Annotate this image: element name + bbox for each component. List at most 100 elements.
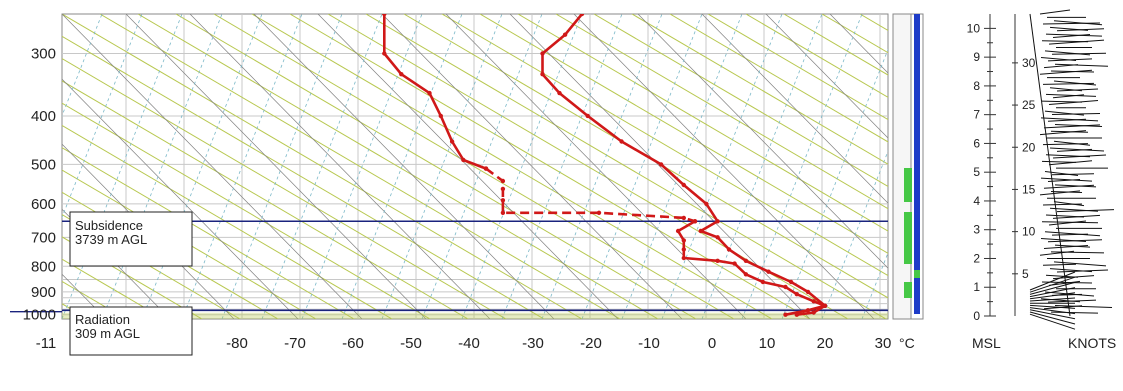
sounding-point xyxy=(822,303,828,308)
dry-adiabat xyxy=(555,14,888,210)
wind-barb xyxy=(1029,271,1076,291)
dry-adiabat xyxy=(99,14,621,319)
wind-barb xyxy=(1056,209,1115,213)
wind-barb xyxy=(1053,140,1091,146)
mixing-ratio-line xyxy=(62,14,183,319)
dry-adiabat xyxy=(62,258,165,319)
wind-barb xyxy=(1029,313,1076,330)
subsidence-label: Subsidence xyxy=(75,218,143,233)
sounding-point xyxy=(557,90,562,96)
sounding-point xyxy=(427,90,432,96)
skewed-isotherm xyxy=(125,14,427,319)
wind-barbs xyxy=(1029,9,1115,330)
humidity-column xyxy=(892,13,924,320)
sounding-point xyxy=(811,310,816,315)
mixing-ratio-line xyxy=(821,150,888,319)
inversion-layer xyxy=(10,220,888,313)
dry-adiabat xyxy=(62,191,279,319)
wind-barb xyxy=(1051,173,1095,176)
dry-adiabat xyxy=(137,14,659,319)
temperature-tick-label: -60 xyxy=(342,335,364,352)
mixing-ratio-line xyxy=(1102,14,1123,319)
mixing-ratio-line xyxy=(381,14,503,319)
blue-bar xyxy=(914,14,920,314)
sounding-point xyxy=(783,312,788,317)
wind-barb xyxy=(1039,190,1081,196)
dry-adiabat xyxy=(289,14,811,319)
sounding-point xyxy=(483,166,489,171)
wind-barb xyxy=(1047,299,1097,303)
temperature-tick-label: 10 xyxy=(759,335,776,352)
dry-adiabat xyxy=(974,14,1123,319)
dry-adiabat xyxy=(517,14,888,232)
wind-barb xyxy=(1054,304,1113,308)
dry-adiabat xyxy=(631,14,888,165)
pressure-tick-label: 300 xyxy=(31,46,56,63)
dry-adiabat xyxy=(62,147,355,319)
skewed-isotherm xyxy=(894,14,1123,319)
skewed-isotherm xyxy=(573,14,875,319)
skewed-isotherm xyxy=(189,14,491,319)
knots-label: KNOTS xyxy=(1068,335,1116,351)
mixing-ratio-line xyxy=(621,14,743,319)
wind-barb xyxy=(1041,160,1077,163)
skewed-isotherm xyxy=(445,14,747,319)
wind-barb xyxy=(1029,307,1076,315)
wind-profile: 5 10 15 20 25 30 KNOTS xyxy=(1012,9,1116,351)
sounding-point xyxy=(783,284,788,290)
sounding-point xyxy=(382,51,387,56)
wind-barb xyxy=(1045,33,1103,37)
sounding-point xyxy=(681,247,686,252)
wind-barb xyxy=(1048,99,1099,105)
dry-adiabat xyxy=(783,14,888,76)
wind-barb xyxy=(1039,130,1087,136)
mixing-ratio-line xyxy=(661,14,783,319)
wind-barb xyxy=(1051,113,1101,115)
wind-barb xyxy=(1047,179,1081,182)
wind-barb xyxy=(1042,82,1095,85)
green-bar-lower xyxy=(904,282,912,298)
subsidence-annotation: Subsidence 3739 m AGL xyxy=(69,211,193,267)
skewed-isotherm xyxy=(62,78,299,319)
sounding-point xyxy=(500,198,506,203)
wind-barb xyxy=(1040,177,1093,182)
mixing-ratio-line xyxy=(181,14,303,319)
msl-height-scale: 0 1 2 3 4 5 6 7 8 9 10 MSL xyxy=(967,14,1001,351)
mixing-ratio-line xyxy=(221,14,343,319)
wind-barb xyxy=(1029,309,1076,320)
dry-adiabat xyxy=(62,214,241,319)
skewed-isotherm xyxy=(253,14,555,319)
radiation-height: 309 m AGL xyxy=(75,326,140,341)
sounding-point xyxy=(399,72,404,77)
dry-adiabat xyxy=(62,124,393,319)
temperature-tick-label: -70 xyxy=(284,335,306,352)
wind-barb xyxy=(1054,63,1109,67)
msl-tick-label: 0 xyxy=(973,309,980,323)
temperature-tick-label: 20 xyxy=(817,335,834,352)
mixing-ratio-line xyxy=(461,14,583,319)
sounding-point xyxy=(675,228,681,234)
subsidence-height: 3739 m AGL xyxy=(75,232,147,247)
dry-adiabat xyxy=(62,57,507,319)
msl-tick-label: 2 xyxy=(973,251,980,265)
msl-tick-label: 8 xyxy=(973,79,980,93)
wind-barb xyxy=(1039,9,1071,15)
sounding-point xyxy=(681,215,686,221)
pressure-tick-label: 400 xyxy=(31,108,56,125)
sounding-point xyxy=(382,14,387,17)
wind-barb xyxy=(1029,292,1076,300)
wind-barb xyxy=(1050,251,1105,254)
msl-tick-label: 3 xyxy=(973,223,980,237)
speed-tick-label: 25 xyxy=(1022,98,1036,112)
wind-barb xyxy=(1029,304,1076,309)
temperature-tick-label: 30 xyxy=(875,335,892,352)
sounding-point xyxy=(715,235,720,240)
grid-layer xyxy=(62,14,1123,319)
msl-tick-label: 4 xyxy=(973,194,980,208)
wind-barb xyxy=(1042,143,1089,146)
wind-barb xyxy=(1054,124,1103,128)
msl-tick-label: 10 xyxy=(967,21,981,35)
skewed-isotherm xyxy=(637,14,888,269)
mixing-ratio-line xyxy=(942,14,1062,319)
